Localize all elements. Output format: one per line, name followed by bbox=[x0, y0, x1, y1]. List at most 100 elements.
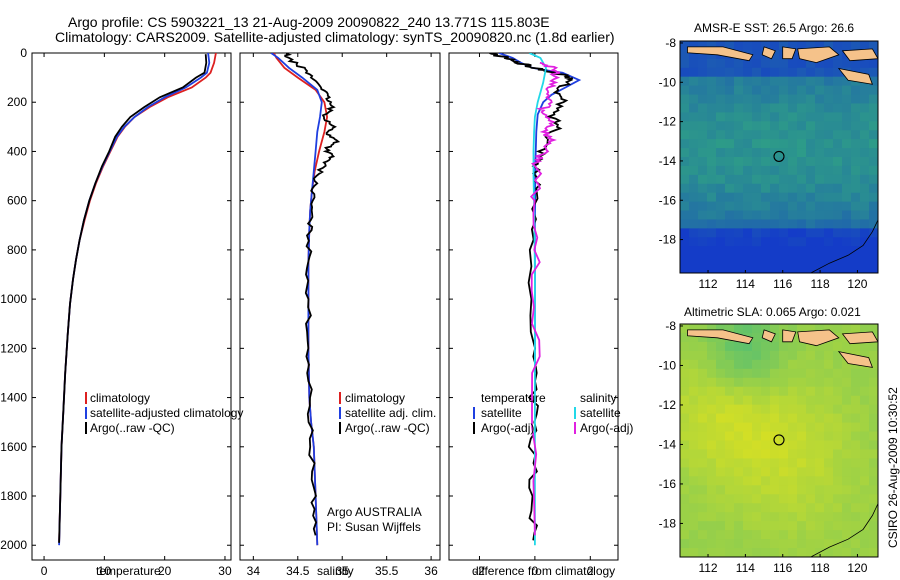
map-cell bbox=[842, 359, 852, 370]
map-cell bbox=[698, 139, 708, 149]
map-cell bbox=[815, 341, 825, 352]
map-x-tick-label: 116 bbox=[773, 561, 792, 575]
island-shape bbox=[782, 46, 797, 60]
map-cell bbox=[698, 201, 708, 212]
map-cell bbox=[716, 413, 726, 424]
legend-label: Argo(..raw -QC) bbox=[90, 421, 175, 435]
map-cell bbox=[743, 246, 753, 256]
map-cell bbox=[824, 485, 834, 495]
map-cell bbox=[698, 210, 708, 221]
map-cell bbox=[824, 148, 834, 158]
map-cell bbox=[842, 246, 852, 256]
legend-label: satellite bbox=[580, 406, 621, 420]
map-cell bbox=[833, 148, 843, 158]
map-cell bbox=[869, 112, 878, 122]
map-cell bbox=[788, 264, 798, 273]
map-cell bbox=[833, 368, 843, 379]
map-cell bbox=[689, 539, 699, 549]
map-cell bbox=[689, 512, 699, 522]
map-cell bbox=[707, 121, 717, 131]
map-cell bbox=[797, 183, 807, 194]
map-cell bbox=[752, 539, 762, 549]
map-cell bbox=[869, 512, 878, 522]
map-cell bbox=[851, 41, 861, 51]
map-cell bbox=[851, 395, 861, 406]
map-cell bbox=[725, 449, 735, 460]
map-cell bbox=[707, 219, 717, 229]
map-cell bbox=[734, 121, 744, 131]
map-cell bbox=[869, 41, 878, 51]
map-cell bbox=[725, 85, 735, 96]
map-cell bbox=[716, 174, 726, 185]
map-cell bbox=[869, 431, 878, 442]
map-cell bbox=[806, 467, 816, 477]
map-cell bbox=[743, 192, 753, 203]
map-cell bbox=[842, 458, 852, 468]
map-cell bbox=[761, 395, 771, 406]
legend-label: Argo(-adj) bbox=[580, 421, 633, 435]
map-cell bbox=[707, 503, 717, 513]
map-cell bbox=[725, 476, 735, 486]
map-cell bbox=[851, 183, 861, 194]
map-cell bbox=[815, 485, 825, 495]
map-cell bbox=[770, 359, 780, 370]
map-cell bbox=[779, 264, 789, 273]
map-cell bbox=[725, 228, 735, 238]
legend-label: Argo(..raw -QC) bbox=[345, 421, 430, 435]
map-cell bbox=[734, 58, 744, 69]
map-cell bbox=[707, 494, 717, 504]
map-cell bbox=[716, 512, 726, 522]
map-cell bbox=[698, 512, 708, 522]
map-cell bbox=[734, 449, 744, 460]
map-cell bbox=[842, 94, 852, 105]
map-cell bbox=[770, 219, 780, 229]
island-shape bbox=[837, 67, 874, 85]
map-cell bbox=[761, 341, 771, 352]
map-cell bbox=[716, 467, 726, 477]
map-cell bbox=[833, 350, 843, 361]
map-cell bbox=[707, 521, 717, 531]
map-cell bbox=[707, 157, 717, 167]
header-line-2: Climatology: CARS2009. Satellite-adjuste… bbox=[55, 29, 615, 45]
map-cell bbox=[734, 139, 744, 149]
map-cell bbox=[815, 41, 825, 51]
map-cell bbox=[725, 219, 735, 229]
map-cell bbox=[743, 237, 753, 247]
map-cell bbox=[779, 183, 789, 194]
map-cell bbox=[842, 264, 852, 273]
map-cell bbox=[743, 467, 753, 477]
map-cell bbox=[752, 458, 762, 468]
map-y-tick-label: -12 bbox=[659, 115, 677, 129]
map-cell bbox=[725, 413, 735, 424]
map-cell bbox=[815, 76, 825, 87]
map-cell bbox=[716, 85, 726, 96]
map-cell bbox=[716, 476, 726, 486]
map-cell bbox=[770, 103, 780, 113]
map-cell bbox=[860, 413, 870, 424]
map-cell bbox=[860, 458, 870, 468]
map-cell bbox=[806, 219, 816, 229]
map-cell bbox=[833, 359, 843, 370]
map-cell bbox=[842, 395, 852, 406]
map-cell bbox=[851, 148, 861, 158]
map-cell bbox=[698, 350, 708, 361]
map-cell bbox=[869, 121, 878, 131]
map-cell bbox=[842, 237, 852, 247]
map-y-tick-label: -18 bbox=[659, 233, 677, 247]
x-tick-label: -2 bbox=[474, 564, 485, 578]
map-cell bbox=[770, 521, 780, 531]
map-cell bbox=[869, 404, 878, 415]
map-cell bbox=[680, 264, 690, 273]
map-y-tick-label: -14 bbox=[659, 437, 677, 451]
map-cell bbox=[761, 377, 771, 388]
map-cell bbox=[842, 183, 852, 194]
map-cell bbox=[716, 76, 726, 87]
map-cell bbox=[860, 264, 870, 273]
map-cell bbox=[752, 130, 762, 140]
map-cell bbox=[716, 350, 726, 361]
map-cell bbox=[734, 148, 744, 158]
legend-label: climatology bbox=[90, 391, 150, 405]
map-cell bbox=[797, 395, 807, 406]
map-cell bbox=[761, 174, 771, 185]
map-cell bbox=[734, 368, 744, 379]
